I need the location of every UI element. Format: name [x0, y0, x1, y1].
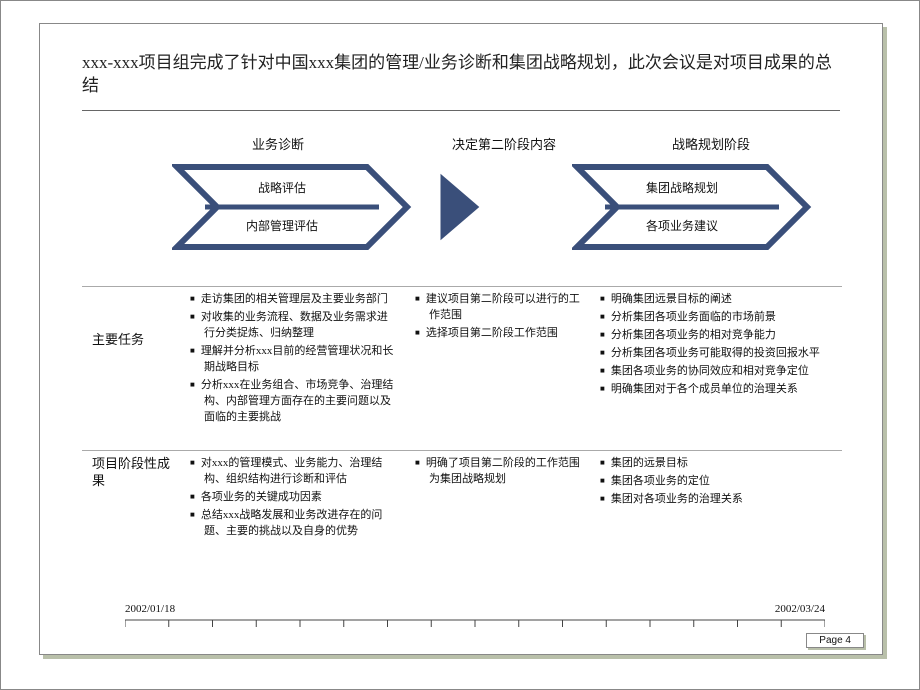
list-item: 选择项目第二阶段工作范围 [415, 326, 580, 342]
list-item: 走访集团的相关管理层及主要业务部门 [190, 292, 395, 308]
stage-label-2: 决定第二阶段内容 [452, 134, 556, 153]
title-block: xxx-xxx项目组完成了针对中国xxx集团的管理/业务诊断和集团战略规划，此次… [40, 24, 882, 104]
list-item: 集团对各项业务的治理关系 [600, 492, 825, 508]
list-item: 分析集团各项业务面临的市场前景 [600, 310, 825, 326]
list-item: 明确集团对于各个成员单位的治理关系 [600, 382, 825, 398]
rule-2 [82, 450, 842, 451]
arrow3-label-bottom: 各项业务建议 [622, 217, 742, 234]
tasks-col3: 明确集团远景目标的阐述分析集团各项业务面临的市场前景分析集团各项业务的相对竞争能… [600, 292, 825, 400]
timeline-end: 2002/03/24 [775, 603, 825, 615]
page: xxx-xxx项目组完成了针对中国xxx集团的管理/业务诊断和集团战略规划，此次… [0, 0, 920, 690]
tasks-col1: 走访集团的相关管理层及主要业务部门对收集的业务流程、数据及业务需求进行分类捉炼、… [190, 292, 395, 428]
slide: xxx-xxx项目组完成了针对中国xxx集团的管理/业务诊断和集团战略规划，此次… [39, 23, 883, 655]
arrow-stage-3 [572, 162, 812, 252]
arrow3-label-top: 集团战略规划 [622, 179, 742, 196]
timeline-start: 2002/01/18 [125, 603, 175, 615]
outcomes-col2: 明确了项目第二阶段的工作范围为集团战略规划 [415, 456, 580, 490]
list-item: 分析集团各项业务可能取得的投资回报水平 [600, 346, 825, 362]
stage-label-3: 战略规划阶段 [672, 134, 750, 153]
arrow-stage-1 [172, 162, 412, 252]
stage-heads: 业务诊断 决定第二阶段内容 战略规划阶段 [82, 134, 842, 154]
row-label-outcomes: 项目阶段性成果 [92, 456, 172, 490]
list-item: 分析xxx在业务组合、市场竞争、治理结构、内部管理方面存在的主要问题以及面临的主… [190, 378, 395, 426]
tasks-col2: 建议项目第二阶段可以进行的工作范围选择项目第二阶段工作范围 [415, 292, 580, 344]
list-item: 对xxx的管理模式、业务能力、治理结构、组织结构进行诊断和评估 [190, 456, 395, 488]
arrow1-label-bottom: 内部管理评估 [222, 217, 342, 234]
row-label-tasks: 主要任务 [92, 332, 172, 349]
rule-1 [82, 286, 842, 287]
outcomes-col3: 集团的远景目标集团各项业务的定位集团对各项业务的治理关系 [600, 456, 825, 510]
title-rule [82, 110, 840, 111]
page-number: Page 4 [806, 633, 864, 648]
timeline-axis [125, 618, 825, 634]
list-item: 各项业务的关键成功因素 [190, 490, 395, 506]
stage-label-1: 业务诊断 [252, 134, 304, 153]
arrows: 战略评估 内部管理评估 集团战略规划 各项业务建议 [82, 154, 842, 264]
arrow-stage-2 [437, 172, 487, 242]
list-item: 明确了项目第二阶段的工作范围为集团战略规划 [415, 456, 580, 488]
list-item: 理解并分析xxx目前的经营管理状况和长期战略目标 [190, 344, 395, 376]
list-item: 分析集团各项业务的相对竞争能力 [600, 328, 825, 344]
list-item: 集团各项业务的定位 [600, 474, 825, 490]
list-item: 集团各项业务的协同效应和相对竞争定位 [600, 364, 825, 380]
timeline: 2002/01/18 2002/03/24 [125, 606, 825, 636]
arrow1-label-top: 战略评估 [222, 179, 342, 196]
list-item: 明确集团远景目标的阐述 [600, 292, 825, 308]
list-item: 总结xxx战略发展和业务改进存在的问题、主要的挑战以及自身的优势 [190, 508, 395, 540]
outcomes-col1: 对xxx的管理模式、业务能力、治理结构、组织结构进行诊断和评估各项业务的关键成功… [190, 456, 395, 542]
list-item: 建议项目第二阶段可以进行的工作范围 [415, 292, 580, 324]
list-item: 对收集的业务流程、数据及业务需求进行分类捉炼、归纳整理 [190, 310, 395, 342]
list-item: 集团的远景目标 [600, 456, 825, 472]
slide-title: xxx-xxx项目组完成了针对中国xxx集团的管理/业务诊断和集团战略规划，此次… [82, 52, 842, 98]
